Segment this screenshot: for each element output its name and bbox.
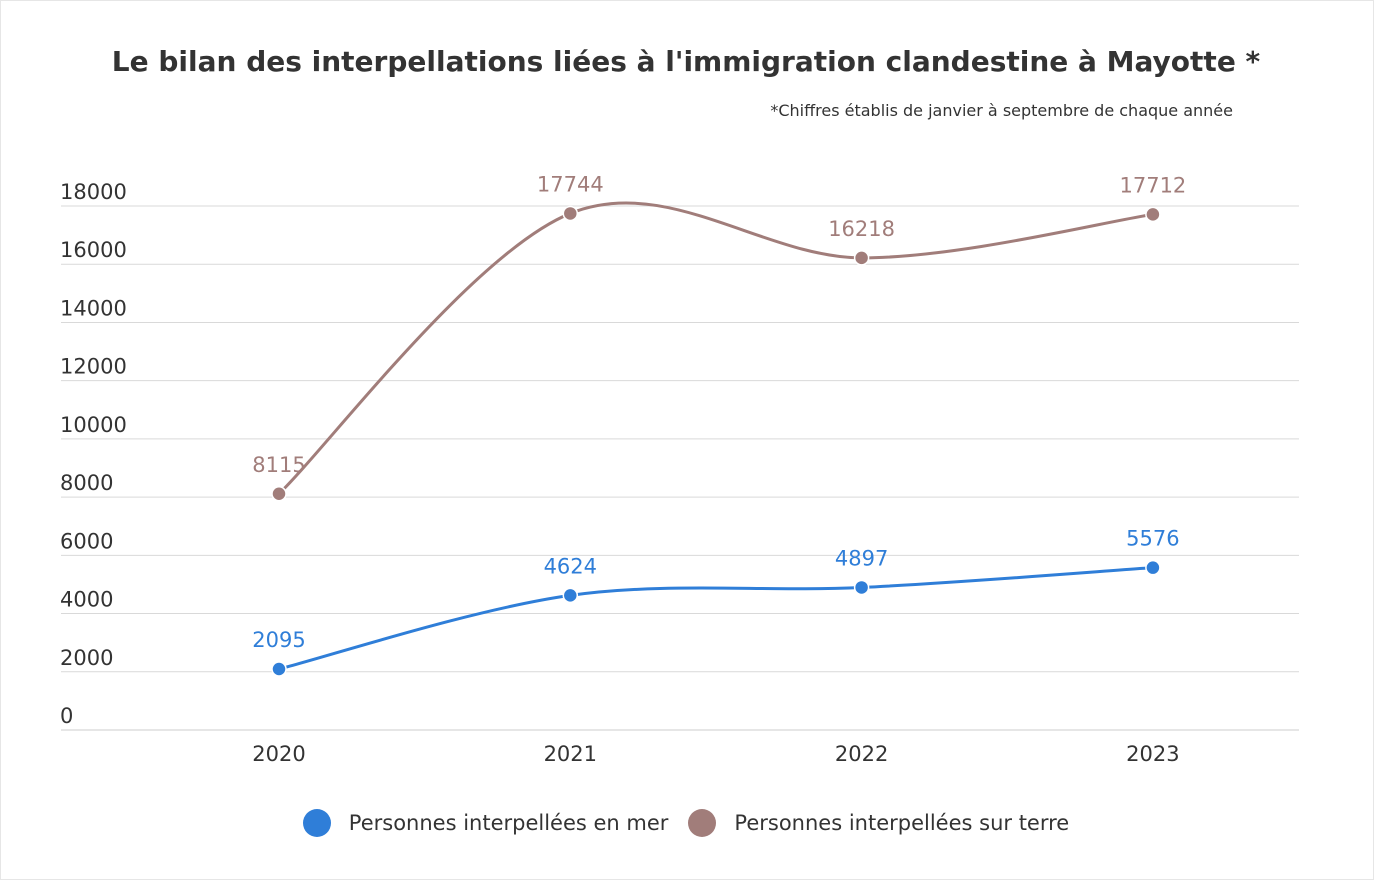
legend-marker-land xyxy=(688,809,717,837)
legend-label-land: Personnes interpellées sur terre xyxy=(734,811,1070,835)
x-axis-ticks: 2020 2021 2022 2023 xyxy=(252,742,1179,766)
data-point[interactable] xyxy=(1145,559,1161,576)
legend: Personnes interpellées en mer Personnes … xyxy=(1,809,1371,837)
data-label: 4897 xyxy=(835,546,888,570)
x-tick-label: 2020 xyxy=(252,742,305,766)
data-point[interactable] xyxy=(562,205,579,222)
data-point[interactable] xyxy=(271,661,287,677)
data-label: 4624 xyxy=(544,554,597,578)
y-tick-label: 16000 xyxy=(60,238,127,262)
data-label: 17744 xyxy=(537,172,604,196)
x-tick-label: 2022 xyxy=(835,742,888,766)
y-tick-label: 18000 xyxy=(60,180,127,204)
grid-lines xyxy=(61,205,1299,731)
y-tick-label: 14000 xyxy=(60,296,127,320)
data-point[interactable] xyxy=(853,579,870,596)
y-tick-label: 8000 xyxy=(60,471,113,495)
data-label: 16218 xyxy=(828,217,895,241)
series-line xyxy=(277,566,1155,671)
x-tick-label: 2023 xyxy=(1126,742,1179,766)
y-tick-label: 10000 xyxy=(60,413,127,437)
legend-item-land[interactable]: Personnes interpellées sur terre xyxy=(688,809,1069,837)
data-labels: 2095 4624 4897 5576 8115 17744 16218 17712 xyxy=(252,172,1186,652)
series-lines xyxy=(277,201,1155,671)
data-label: 5576 xyxy=(1126,527,1179,551)
line-chart: 0 2000 4000 6000 8000 10000 12000 14000 16000 180… xyxy=(60,172,1299,766)
series-points xyxy=(271,205,1161,677)
y-tick-label: 0 xyxy=(60,704,73,728)
data-label: 2095 xyxy=(252,628,305,652)
y-tick-label: 2000 xyxy=(60,646,113,670)
data-point[interactable] xyxy=(562,587,579,604)
data-point[interactable] xyxy=(271,486,287,502)
data-point[interactable] xyxy=(1145,206,1161,223)
data-point[interactable] xyxy=(853,250,870,266)
x-tick-label: 2021 xyxy=(544,742,597,766)
series-line xyxy=(277,201,1155,496)
legend-marker-sea xyxy=(302,809,331,837)
data-label: 8115 xyxy=(252,453,305,477)
chart-subtitle: *Chiffres établis de janvier à septembre… xyxy=(770,101,1233,120)
y-tick-label: 6000 xyxy=(60,529,113,553)
y-tick-label: 12000 xyxy=(60,355,127,379)
y-tick-label: 4000 xyxy=(60,588,113,612)
y-axis-ticks: 0 2000 4000 6000 8000 10000 12000 14000 16000 180… xyxy=(60,180,127,728)
legend-item-sea[interactable]: Personnes interpellées en mer xyxy=(302,809,669,837)
legend-label-sea: Personnes interpellées en mer xyxy=(348,811,669,835)
chart-title: Le bilan des interpellations liées à l'i… xyxy=(111,45,1261,78)
data-label: 17712 xyxy=(1119,173,1186,197)
